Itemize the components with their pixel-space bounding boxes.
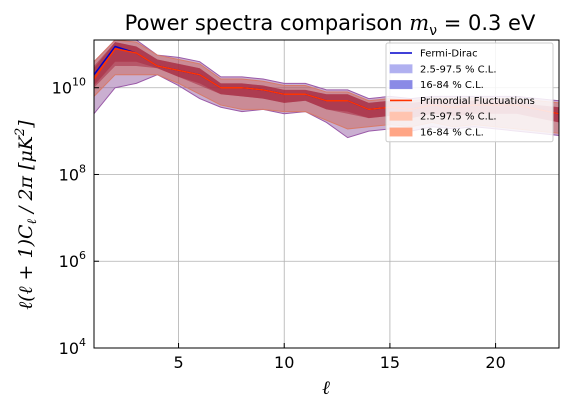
x-tick-label: 20 bbox=[485, 353, 505, 372]
x-axis-label: ℓ bbox=[322, 377, 330, 399]
legend-patch-swatch bbox=[390, 65, 412, 73]
legend-label: 16-84 % C.L. bbox=[420, 80, 484, 91]
chart-legend: Fermi-Dirac 2.5-97.5 % C.L. 16-84 % C.L. Pr… bbox=[386, 43, 553, 142]
legend-patch-swatch bbox=[390, 128, 412, 136]
x-tick-label: 10 bbox=[274, 353, 294, 372]
y-tick-label: 1010 bbox=[52, 76, 86, 98]
y-axis-label: ℓ(ℓ + 1)Cℓ / 2π [μK2] bbox=[13, 120, 40, 310]
y-tick-label: 108 bbox=[59, 162, 86, 184]
legend-label: 2.5-97.5 % C.L. bbox=[420, 64, 497, 75]
x-tick-label: 15 bbox=[380, 353, 400, 372]
y-tick-label: 104 bbox=[59, 336, 86, 358]
chart-title: Power spectra comparison mν = 0.3 eV bbox=[125, 11, 536, 39]
legend-patch-swatch bbox=[390, 81, 412, 89]
legend-label: 2.5-97.5 % C.L. bbox=[420, 112, 497, 123]
legend-label: Fermi-Dirac bbox=[420, 49, 478, 60]
legend-patch-swatch bbox=[390, 112, 412, 120]
legend-label: Primordial Fluctuations bbox=[420, 96, 535, 107]
y-tick-label: 106 bbox=[59, 249, 86, 271]
legend-label: 16-84 % C.L. bbox=[420, 128, 484, 139]
x-tick-label: 5 bbox=[173, 353, 183, 372]
